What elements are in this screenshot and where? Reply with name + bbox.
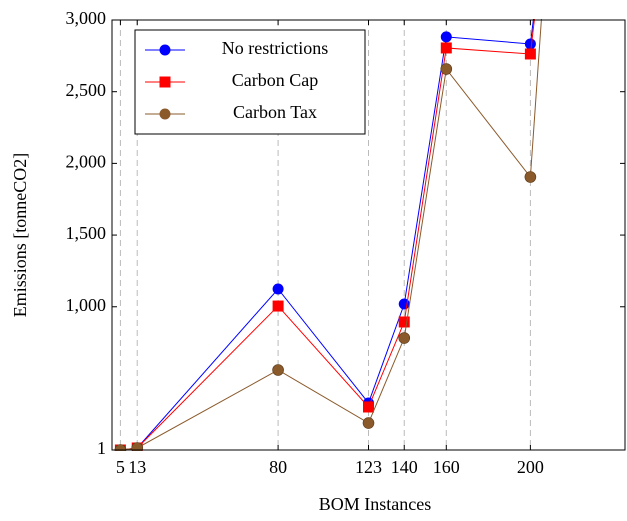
legend-label: No restrictions: [222, 38, 328, 58]
x-tick-label: 123: [355, 457, 382, 477]
x-tick-label: 13: [128, 457, 146, 477]
marker: [398, 332, 411, 344]
marker: [131, 442, 144, 451]
x-axis-label: BOM Instances: [319, 494, 431, 514]
x-tick-label: 80: [269, 457, 287, 477]
marker: [362, 417, 375, 429]
y-axis-label: Emissions [tonneCO2]: [10, 153, 30, 318]
legend-marker: [159, 76, 171, 88]
y-tick-label: 1: [97, 438, 106, 458]
x-tick-label: 200: [517, 457, 544, 477]
marker: [524, 171, 537, 183]
legend-marker: [159, 44, 171, 56]
y-tick-label: 2,500: [66, 80, 107, 100]
legend-label: Carbon Tax: [233, 102, 317, 122]
legend-marker: [159, 108, 171, 120]
marker: [440, 42, 452, 54]
marker: [398, 298, 410, 310]
marker: [272, 283, 284, 295]
legend-label: Carbon Cap: [232, 70, 318, 90]
marker: [524, 38, 536, 50]
x-tick-label: 5: [116, 457, 125, 477]
y-tick-label: 1,500: [66, 223, 107, 243]
plot-frame: [111, 19, 626, 451]
plot-area: [114, 19, 542, 451]
series-line: [120, 19, 534, 451]
marker: [272, 364, 284, 376]
marker: [440, 31, 452, 43]
series-line: [120, 19, 542, 451]
x-tick-label: 140: [391, 457, 418, 477]
marker: [440, 63, 453, 75]
marker: [363, 401, 374, 413]
marker: [272, 300, 284, 312]
y-tick-label: 2,000: [66, 152, 107, 172]
marker: [524, 48, 536, 60]
marker: [398, 316, 410, 328]
x-tick-label: 160: [433, 457, 460, 477]
y-tick-label: 1,000: [66, 295, 107, 315]
series-line: [120, 19, 535, 451]
y-tick-label: 3,000: [66, 8, 107, 28]
